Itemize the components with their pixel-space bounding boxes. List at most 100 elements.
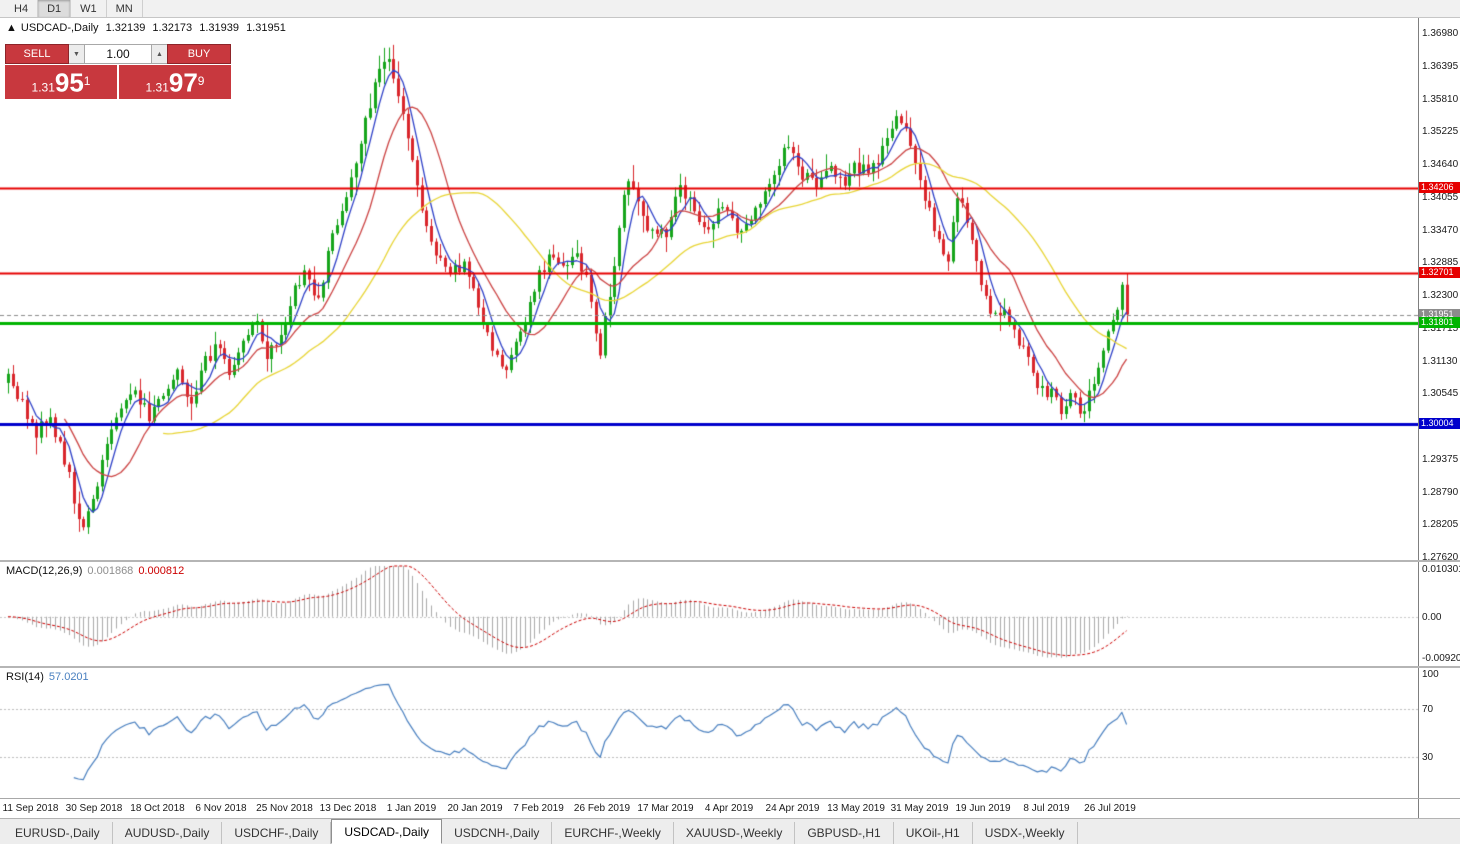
price-chart-canvas[interactable] bbox=[0, 18, 1418, 560]
price-axis-label: 1.36395 bbox=[1422, 60, 1459, 72]
rsi-name: RSI(14) bbox=[6, 671, 44, 683]
chart-header: ▲ USDCAD-,Daily 1.32139 1.32173 1.31939 1… bbox=[6, 22, 290, 34]
rsi-axis-label: 70 bbox=[1422, 703, 1434, 715]
chart-tab-xauusd-weekly[interactable]: XAUUSD-,Weekly bbox=[674, 822, 796, 844]
main-chart-panel: 1.36980 1.36395 1.35810 1.35225 1.34640 1.340… bbox=[0, 18, 1460, 563]
macd-canvas[interactable] bbox=[0, 562, 1418, 666]
date-axis-label: 25 Nov 2018 bbox=[256, 803, 313, 814]
macd-signal-value: 0.000812 bbox=[138, 565, 185, 577]
ask-price-display[interactable]: 1.31979 bbox=[119, 65, 231, 99]
rsi-axis: 100 70 30 bbox=[1418, 668, 1460, 798]
price-axis-label: 1.35225 bbox=[1422, 126, 1459, 138]
date-axis-label: 18 Oct 2018 bbox=[130, 803, 185, 814]
buy-button[interactable]: BUY bbox=[167, 44, 231, 64]
date-axis-label: 26 Feb 2019 bbox=[573, 803, 631, 814]
price-tag: 1.32701 bbox=[1419, 267, 1460, 278]
volume-decrease-button[interactable]: ▼ bbox=[69, 44, 84, 64]
macd-header: MACD(12,26,9) 0.001868 0.000812 bbox=[6, 565, 184, 577]
timeframe-button-h4[interactable]: H4 bbox=[5, 0, 39, 17]
chart-tab-usdx-weekly[interactable]: USDX-,Weekly bbox=[973, 822, 1078, 844]
price-tag: 1.30004 bbox=[1419, 418, 1460, 429]
date-axis-label: 11 Sep 2018 bbox=[2, 803, 59, 814]
chevron-down-icon: ▼ bbox=[73, 50, 80, 58]
date-axis-label: 17 Mar 2019 bbox=[637, 803, 694, 814]
price-axis-label: 1.34640 bbox=[1422, 159, 1459, 170]
symbol-direction-icon: ▲ bbox=[6, 22, 17, 34]
date-axis-label: 7 Feb 2019 bbox=[513, 803, 564, 814]
price-axis-label: 1.33470 bbox=[1422, 224, 1459, 236]
chart-tab-ukoil-h1[interactable]: UKOil-,H1 bbox=[894, 822, 973, 844]
ohlc-high: 1.32173 bbox=[152, 22, 193, 34]
ask-price-prefix: 1.31 bbox=[145, 80, 169, 95]
macd-axis: 0.0103011 0.00 -0.0092011 bbox=[1418, 562, 1460, 666]
volume-input[interactable] bbox=[84, 44, 152, 64]
date-axis-label: 31 May 2019 bbox=[890, 803, 949, 814]
chart-symbol-label: USDCAD-,Daily bbox=[20, 22, 99, 34]
price-axis-label: 1.31130 bbox=[1422, 355, 1458, 367]
price-axis-label: 1.32885 bbox=[1422, 257, 1459, 269]
price-tag: 1.31951 bbox=[1419, 309, 1460, 320]
price-axis-label: 1.28790 bbox=[1422, 486, 1459, 498]
ask-price-main: 97 bbox=[168, 67, 198, 98]
macd-main-value: 0.001868 bbox=[87, 565, 134, 577]
price-axis-label: 1.31715 bbox=[1422, 322, 1459, 334]
volume-increase-button[interactable]: ▲ bbox=[152, 44, 167, 64]
rsi-header: RSI(14) 57.0201 bbox=[6, 671, 89, 683]
chart-tab-eurusd-daily[interactable]: EURUSD-,Daily bbox=[3, 822, 113, 844]
date-axis-label: 1 Jan 2019 bbox=[386, 803, 437, 814]
price-axis-label: 1.27620 bbox=[1422, 552, 1459, 563]
timeframe-button-mn[interactable]: MN bbox=[107, 0, 143, 17]
chart-tab-usdchf-daily[interactable]: USDCHF-,Daily bbox=[222, 822, 332, 844]
rsi-canvas[interactable] bbox=[0, 668, 1418, 798]
ohlc-close: 1.31951 bbox=[246, 22, 286, 34]
price-axis: 1.36980 1.36395 1.35810 1.35225 1.34640 1.340… bbox=[1418, 18, 1460, 563]
bid-price-pip: 1 bbox=[83, 74, 91, 88]
macd-axis-label: 0.0103011 bbox=[1422, 564, 1460, 575]
chart-tab-eurchf-weekly[interactable]: EURCHF-,Weekly bbox=[552, 822, 674, 844]
chevron-up-icon: ▲ bbox=[156, 50, 163, 58]
timeframe-button-w1[interactable]: W1 bbox=[71, 0, 107, 17]
rsi-indicator-panel: 100 70 30 RSI(14) 57.0201 bbox=[0, 668, 1460, 798]
macd-indicator-panel: 0.0103011 0.00 -0.0092011 MACD(12,26,9) 0.0… bbox=[0, 562, 1460, 666]
date-axis-label: 19 Jun 2019 bbox=[955, 803, 1011, 814]
timeframe-toolbar: H4 D1 W1 MN bbox=[0, 0, 1460, 18]
date-axis: 11 Sep 2018 30 Sep 2018 18 Oct 2018 6 Nov 2… bbox=[0, 798, 1460, 818]
chart-tab-gbpusd-h1[interactable]: GBPUSD-,H1 bbox=[795, 822, 894, 844]
date-axis-label: 6 Nov 2018 bbox=[195, 803, 247, 814]
date-axis-label: 4 Apr 2019 bbox=[704, 803, 754, 814]
chart-tab-usdcad-daily[interactable]: USDCAD-,Daily bbox=[331, 819, 443, 844]
bid-price-prefix: 1.31 bbox=[31, 80, 55, 95]
panel-separator[interactable] bbox=[0, 560, 1460, 562]
rsi-axis-label: 100 bbox=[1422, 669, 1439, 680]
date-axis-label: 13 May 2019 bbox=[827, 803, 885, 814]
axis-corner bbox=[1418, 799, 1460, 818]
macd-axis-label: 0.00 bbox=[1422, 611, 1442, 623]
timeframe-button-d1[interactable]: D1 bbox=[38, 0, 72, 17]
price-axis-label: 1.30545 bbox=[1422, 388, 1459, 400]
chart-tab-usdcnh-daily[interactable]: USDCNH-,Daily bbox=[442, 822, 553, 844]
price-tag: 1.34206 bbox=[1419, 182, 1460, 193]
price-axis-label: 1.36980 bbox=[1422, 28, 1459, 39]
chart-tab-audusd-daily[interactable]: AUDUSD-,Daily bbox=[113, 822, 223, 844]
price-axis-label: 1.35810 bbox=[1422, 93, 1459, 105]
bid-price-display[interactable]: 1.31951 bbox=[5, 65, 117, 99]
rsi-value: 57.0201 bbox=[48, 671, 89, 683]
price-axis-label: 1.28205 bbox=[1422, 519, 1459, 531]
price-tag: 1.31801 bbox=[1419, 317, 1460, 328]
panel-separator[interactable] bbox=[0, 666, 1460, 668]
chart-tab-bar: EURUSD-,Daily AUDUSD-,Daily USDCHF-,Daily U… bbox=[0, 818, 1460, 844]
ohlc-low: 1.31939 bbox=[199, 22, 239, 34]
date-axis-label: 24 Apr 2019 bbox=[765, 803, 820, 814]
ohlc-open: 1.32139 bbox=[105, 22, 146, 34]
ask-price-pip: 9 bbox=[197, 74, 205, 88]
macd-axis-label: -0.0092011 bbox=[1422, 653, 1460, 664]
price-axis-label: 1.32300 bbox=[1422, 290, 1459, 301]
bid-price-main: 95 bbox=[54, 67, 84, 98]
price-axis-label: 1.34055 bbox=[1422, 191, 1459, 203]
rsi-axis-label: 30 bbox=[1422, 752, 1434, 764]
date-axis-label: 26 Jul 2019 bbox=[1084, 803, 1136, 814]
date-axis-label: 8 Jul 2019 bbox=[1023, 803, 1070, 814]
date-axis-label: 20 Jan 2019 bbox=[447, 803, 503, 814]
sell-button[interactable]: SELL bbox=[5, 44, 69, 64]
